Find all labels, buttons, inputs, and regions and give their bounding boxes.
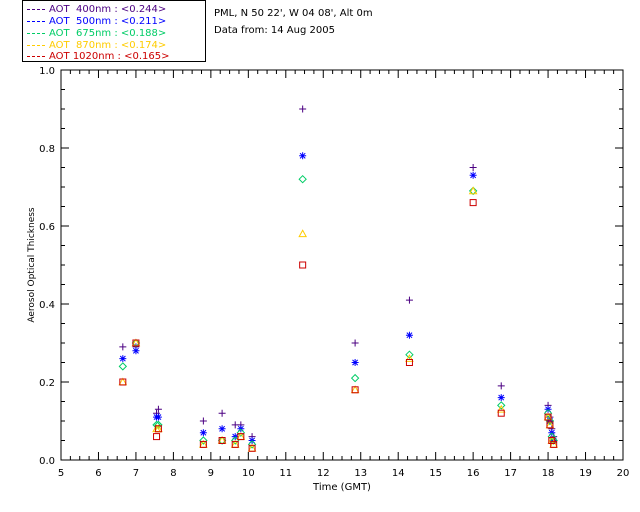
x-axis-label: Time (GMT) bbox=[312, 482, 371, 493]
x-tick-label-14: 14 bbox=[392, 468, 405, 479]
point-675nm-11 bbox=[405, 350, 414, 359]
point-1020nm-8 bbox=[248, 444, 256, 452]
legend-item-1020nm: AOT 1020nm : <0.165> bbox=[27, 51, 169, 63]
x-tick-label-16: 16 bbox=[467, 468, 480, 479]
date-text: Data from: 14 Aug 2005 bbox=[214, 25, 335, 36]
point-500nm-13 bbox=[497, 394, 505, 402]
y-tick-label-0.2: 0.2 bbox=[39, 378, 55, 389]
point-1020nm-9 bbox=[299, 261, 307, 269]
y-tick-label-1.0: 1.0 bbox=[39, 66, 55, 77]
point-1020nm-11 bbox=[405, 359, 413, 366]
x-tick-label-10: 10 bbox=[242, 468, 255, 479]
x-tick-label-12: 12 bbox=[317, 468, 330, 479]
x-tick-label-5: 5 bbox=[58, 468, 64, 479]
point-500nm-0 bbox=[119, 355, 127, 363]
data-marks bbox=[118, 105, 559, 452]
point-870nm-9 bbox=[298, 229, 308, 238]
point-500nm-3 bbox=[154, 413, 162, 421]
y-tick-label-0.8: 0.8 bbox=[39, 144, 55, 155]
point-1020nm-10 bbox=[351, 386, 359, 394]
point-675nm-4 bbox=[199, 436, 208, 445]
point-500nm-10 bbox=[351, 359, 359, 366]
legend-swatch-675nm bbox=[27, 32, 45, 34]
point-675nm-9 bbox=[298, 174, 307, 184]
legend-label-870nm: AOT 870nm : <0.174> bbox=[49, 40, 167, 51]
point-675nm-13 bbox=[497, 401, 506, 410]
point-870nm-13 bbox=[496, 404, 506, 413]
legend: AOT 400nm : <0.244> AOT 500nm : <0.211> … bbox=[22, 0, 206, 62]
point-675nm-12 bbox=[468, 186, 478, 196]
point-1020nm-6 bbox=[231, 440, 239, 448]
y-tick-label-0.4: 0.4 bbox=[39, 300, 55, 311]
legend-swatch-400nm bbox=[27, 8, 45, 10]
point-1020nm-4 bbox=[199, 440, 207, 448]
legend-swatch-1020nm bbox=[27, 55, 45, 57]
point-1020nm-15 bbox=[546, 421, 554, 429]
x-tick-label-11: 11 bbox=[279, 468, 292, 479]
point-1020nm-5 bbox=[218, 437, 226, 444]
legend-item-500nm: AOT 500nm : <0.211> bbox=[27, 16, 166, 28]
y-tick-label-0.6: 0.6 bbox=[39, 222, 55, 233]
y-tick-label-0.0: 0.0 bbox=[39, 456, 55, 467]
x-tick-label-7: 7 bbox=[133, 468, 139, 479]
point-400nm-9 bbox=[299, 105, 307, 113]
point-400nm-4 bbox=[199, 417, 207, 425]
point-500nm-11 bbox=[405, 331, 413, 339]
point-500nm-12 bbox=[469, 171, 477, 179]
legend-label-675nm: AOT 675nm : <0.188> bbox=[49, 28, 167, 39]
y-axis-label: Aerosol Optical Thickness bbox=[27, 207, 37, 323]
point-500nm-5 bbox=[218, 425, 226, 433]
point-400nm-10 bbox=[351, 339, 359, 347]
point-400nm-11 bbox=[405, 296, 413, 304]
legend-label-1020nm: AOT 1020nm : <0.165> bbox=[49, 51, 170, 62]
x-tick-label-9: 9 bbox=[208, 468, 214, 479]
plot-frame bbox=[60, 69, 624, 461]
point-500nm-4 bbox=[199, 429, 207, 437]
point-1020nm-3 bbox=[154, 425, 162, 433]
point-500nm-1 bbox=[132, 347, 140, 355]
point-1020nm-13 bbox=[497, 409, 505, 417]
legend-item-675nm: AOT 675nm : <0.188> bbox=[27, 28, 166, 40]
point-675nm-14 bbox=[543, 408, 553, 418]
x-tick-label-17: 17 bbox=[504, 468, 517, 479]
point-675nm-16 bbox=[547, 432, 557, 441]
point-675nm-0 bbox=[118, 362, 128, 371]
legend-item-400nm: AOT 400nm : <0.244> bbox=[27, 4, 166, 16]
legend-label-500nm: AOT 500nm : <0.211> bbox=[49, 16, 167, 27]
point-500nm-9 bbox=[299, 152, 307, 160]
point-1020nm-14 bbox=[544, 413, 552, 421]
point-870nm-12 bbox=[468, 186, 478, 195]
point-870nm-11 bbox=[405, 354, 414, 362]
legend-item-870nm: AOT 870nm : <0.174> bbox=[27, 40, 166, 52]
x-tick-label-13: 13 bbox=[354, 468, 367, 479]
legend-swatch-500nm bbox=[27, 20, 45, 22]
point-400nm-12 bbox=[469, 164, 477, 171]
point-1020nm-0 bbox=[119, 378, 127, 386]
point-1020nm-1 bbox=[132, 339, 140, 347]
point-1020nm-16 bbox=[548, 437, 556, 444]
point-400nm-5 bbox=[218, 409, 226, 417]
point-400nm-13 bbox=[497, 382, 505, 390]
point-675nm-10 bbox=[350, 373, 360, 383]
x-tick-label-8: 8 bbox=[170, 468, 176, 479]
axes: 5 6 7 8 9 10 11 12 13 14 15 16 17 18 19 20 0.0 0.2 0.4 0.6 0… bbox=[39, 66, 629, 479]
point-400nm-0 bbox=[119, 343, 127, 351]
x-tick-label-19: 19 bbox=[579, 468, 592, 479]
x-tick-label-6: 6 bbox=[95, 468, 101, 479]
point-400nm-3 bbox=[154, 405, 162, 413]
point-1020nm-7 bbox=[237, 433, 245, 441]
point-1020nm-2 bbox=[153, 433, 161, 441]
x-tick-label-18: 18 bbox=[542, 468, 555, 479]
legend-label-400nm: AOT 400nm : <0.244> bbox=[49, 4, 167, 15]
legend-swatch-870nm bbox=[27, 44, 45, 46]
location-text: PML, N 50 22', W 04 08', Alt 0m bbox=[214, 8, 373, 19]
x-tick-label-20: 20 bbox=[617, 468, 630, 479]
x-tick-label-15: 15 bbox=[429, 468, 442, 479]
point-675nm-8 bbox=[247, 440, 257, 449]
point-1020nm-17 bbox=[550, 440, 558, 448]
point-675nm-7 bbox=[236, 428, 246, 437]
point-1020nm-12 bbox=[469, 199, 477, 207]
